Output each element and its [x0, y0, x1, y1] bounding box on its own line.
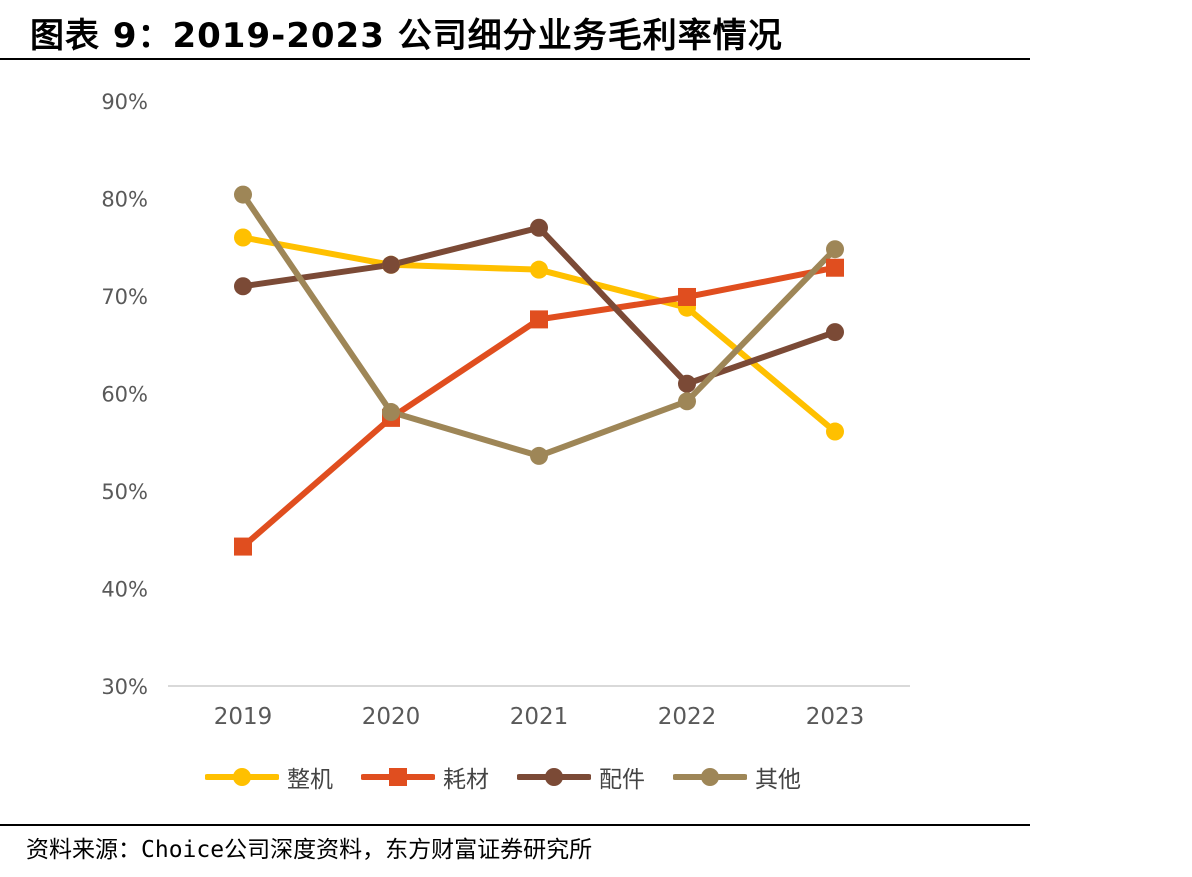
legend-label: 其他 [755, 767, 801, 793]
x-tick-label: 2020 [362, 704, 421, 730]
series-markers [234, 185, 844, 556]
x-tick-label: 2023 [806, 704, 865, 730]
legend-label: 耗材 [443, 767, 489, 793]
data-point [826, 240, 844, 259]
y-tick-label: 60% [101, 383, 148, 407]
legend-swatch [361, 765, 435, 789]
y-tick-label: 50% [101, 480, 148, 504]
legend-label: 配件 [599, 767, 645, 793]
legend-item: 其他 [673, 760, 801, 794]
data-point [382, 255, 400, 274]
data-point [234, 537, 252, 556]
data-point [234, 185, 252, 204]
y-tick-label: 70% [101, 285, 148, 309]
y-axis-labels: 30% 40% 50% 60% 70% 80% 90% [101, 90, 148, 699]
legend-swatch [517, 765, 591, 789]
x-tick-label: 2021 [510, 704, 569, 730]
series-lines [240, 191, 838, 550]
legend-item: 配件 [517, 760, 645, 794]
legend-item: 整机 [205, 760, 333, 794]
source-note: 资料来源：Choice公司深度资料，东方财富证券研究所 [26, 837, 593, 863]
legend-label: 整机 [287, 767, 333, 793]
data-point [678, 392, 696, 411]
x-axis-labels: 2019 2020 2021 2022 2023 [214, 704, 865, 730]
data-point [530, 260, 548, 279]
series-line-1 [240, 264, 838, 550]
data-point [826, 422, 844, 441]
data-point [382, 403, 400, 422]
y-tick-label: 80% [101, 188, 148, 212]
chart-title: 图表 9：2019-2023 公司细分业务毛利率情况 [30, 16, 783, 56]
y-tick-label: 40% [101, 578, 148, 602]
data-point [826, 323, 844, 342]
data-point [530, 218, 548, 237]
data-point [530, 310, 548, 329]
data-point [234, 277, 252, 296]
data-point [530, 446, 548, 465]
data-point [678, 287, 696, 306]
y-tick-label: 90% [101, 90, 148, 114]
data-point [678, 374, 696, 393]
chart-legend: 整机 耗材 配件 其他 [205, 760, 801, 794]
legend-item: 耗材 [361, 760, 489, 794]
legend-swatch [205, 765, 279, 789]
data-point [234, 228, 252, 247]
top-divider [0, 58, 1030, 60]
y-tick-label: 30% [101, 675, 148, 699]
x-tick-label: 2019 [214, 704, 273, 730]
bottom-divider [0, 824, 1030, 826]
legend-swatch [673, 765, 747, 789]
data-point [826, 258, 844, 277]
x-tick-label: 2022 [658, 704, 717, 730]
